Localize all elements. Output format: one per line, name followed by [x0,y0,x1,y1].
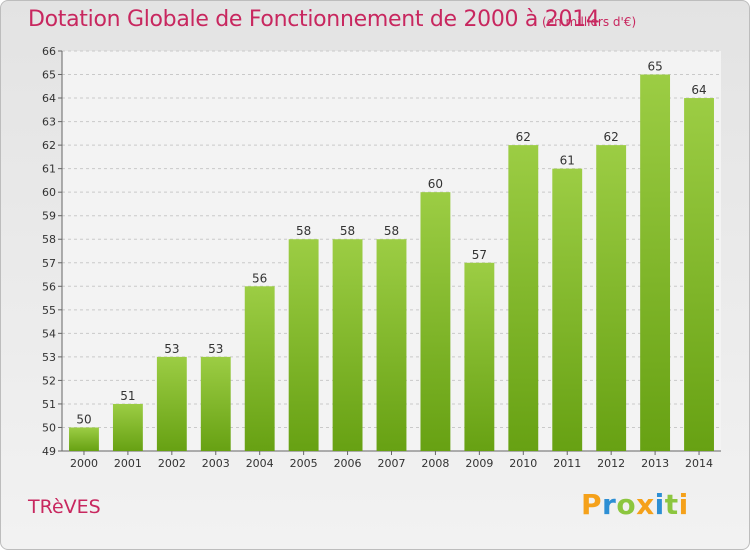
x-tick-label-2001: 2001 [114,457,142,470]
chart-title: Dotation Globale de Fonctionnement de 20… [28,7,600,32]
x-tick-label-2003: 2003 [202,457,230,470]
bar-2003 [200,356,231,451]
proxiti-logo[interactable]: Proxiti [581,488,689,521]
y-tick-label: 51 [42,398,56,411]
bar-2002 [156,356,187,451]
bar-2004 [244,286,275,451]
bar-2010 [508,145,539,451]
y-tick-label: 60 [42,186,56,199]
y-tick-label: 54 [42,327,56,340]
bar-2007 [376,239,407,451]
x-tick-label-2000: 2000 [70,457,98,470]
bar-2000 [69,427,99,451]
bar-2014 [684,98,714,451]
y-tick-label: 52 [42,374,56,387]
data-label-2010: 62 [516,130,531,144]
data-label-2003: 53 [208,342,223,356]
x-tick-label-2010: 2010 [509,457,537,470]
x-tick-label-2012: 2012 [597,457,625,470]
x-tick-label-2011: 2011 [553,457,581,470]
x-tick-label-2007: 2007 [378,457,406,470]
x-tick-label-2008: 2008 [421,457,449,470]
data-label-2001: 51 [120,389,135,403]
y-tick-label: 58 [42,233,56,246]
bar-2012 [596,145,627,451]
bar-2013 [640,74,671,451]
data-label-2002: 53 [164,342,179,356]
commune-name: TRèVES [28,496,101,518]
data-label-2012: 62 [604,130,619,144]
y-tick-label: 55 [42,304,56,317]
x-tick-label-2004: 2004 [246,457,274,470]
y-tick-label: 66 [42,45,56,58]
data-label-2004: 56 [252,271,267,285]
bar-2008 [420,192,451,452]
data-label-2008: 60 [428,177,443,191]
y-tick-label: 49 [42,445,56,458]
y-tick-label: 63 [42,116,56,129]
bar-2005 [288,239,319,451]
chart-subtitle: (en milliers d'€) [542,15,637,29]
x-tick-label-2006: 2006 [334,457,362,470]
y-tick-label: 50 [42,421,56,434]
data-label-2000: 50 [76,412,91,426]
y-tick-label: 59 [42,210,56,223]
y-tick-label: 62 [42,139,56,152]
y-tick-label: 53 [42,351,56,364]
y-tick-label: 57 [42,257,56,270]
x-tick-label-2014: 2014 [685,457,713,470]
x-tick-label-2013: 2013 [641,457,669,470]
x-tick-label-2009: 2009 [465,457,493,470]
x-tick-label-2005: 2005 [290,457,318,470]
bar-2006 [332,239,363,451]
y-tick-label: 65 [42,69,56,82]
x-tick-label-2002: 2002 [158,457,186,470]
y-tick-label: 56 [42,280,56,293]
y-tick-label: 64 [42,92,56,105]
data-label-2007: 58 [384,224,399,238]
bar-2009 [464,262,495,451]
data-label-2013: 65 [647,60,662,74]
data-label-2006: 58 [340,224,355,238]
data-label-2011: 61 [560,154,575,168]
data-label-2005: 58 [296,224,311,238]
bar-2001 [112,403,143,451]
bar-2011 [552,168,583,451]
data-label-2014: 64 [691,83,706,97]
data-label-2009: 57 [472,248,487,262]
y-tick-label: 61 [42,163,56,176]
